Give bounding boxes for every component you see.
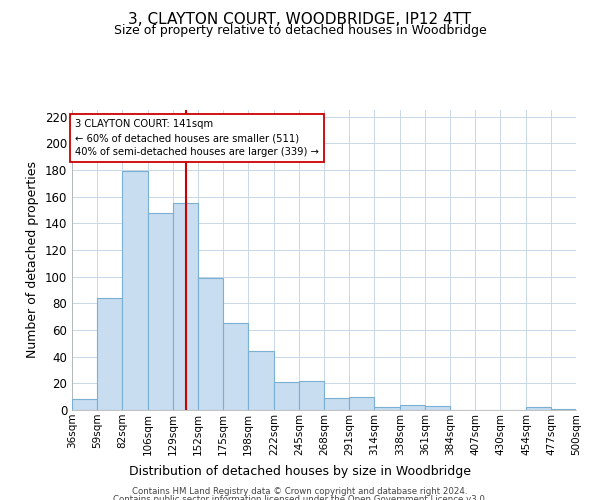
Bar [148,212,173,410]
Bar [223,324,248,410]
Bar [122,172,148,410]
Bar [299,380,324,410]
Text: Contains public sector information licensed under the Open Government Licence v3: Contains public sector information licen… [113,495,487,500]
Text: Distribution of detached houses by size in Woodbridge: Distribution of detached houses by size … [129,464,471,477]
Bar [425,406,450,410]
Text: 3, CLAYTON COURT, WOODBRIDGE, IP12 4TT: 3, CLAYTON COURT, WOODBRIDGE, IP12 4TT [128,12,472,28]
Bar [248,352,274,410]
Bar [374,408,400,410]
Bar [274,382,299,410]
Bar [72,400,97,410]
Text: Contains HM Land Registry data © Crown copyright and database right 2024.: Contains HM Land Registry data © Crown c… [132,488,468,496]
Text: 3 CLAYTON COURT: 141sqm
← 60% of detached houses are smaller (511)
40% of semi-d: 3 CLAYTON COURT: 141sqm ← 60% of detache… [75,120,319,158]
Bar [97,298,122,410]
Bar [400,404,425,410]
Bar [324,398,349,410]
Bar [173,204,198,410]
Bar [551,408,576,410]
Y-axis label: Number of detached properties: Number of detached properties [26,162,39,358]
Text: Size of property relative to detached houses in Woodbridge: Size of property relative to detached ho… [113,24,487,37]
Bar [198,278,223,410]
Bar [526,408,551,410]
Bar [349,396,374,410]
